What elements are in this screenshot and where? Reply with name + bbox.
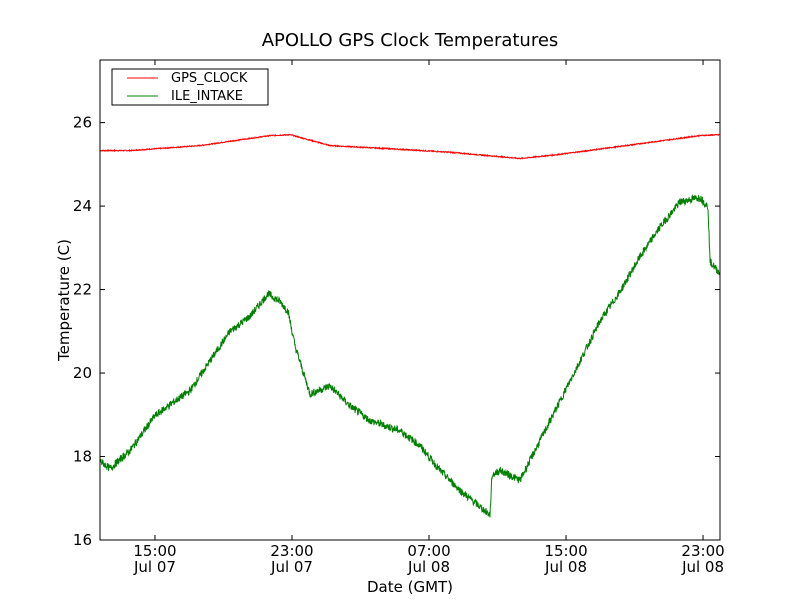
legend: GPS_CLOCK ILE_INTAKE [111,68,269,106]
x-tick-date-label: Jul 07 [133,558,176,576]
legend-label-ile-intake: ILE_INTAKE [171,89,243,104]
x-tick-date-label: Jul 08 [681,558,724,576]
x-tick-date-label: Jul 07 [270,558,313,576]
series-line-ile-intake [99,194,721,518]
series-line-gps-clock [99,133,721,160]
series-layer [99,133,721,518]
y-tick-label: 18 [73,448,92,466]
legend-frame [111,68,269,106]
y-tick-label: 26 [73,114,92,132]
x-axis-label: Date (GMT) [367,578,453,596]
x-tick-date-label: Jul 08 [544,558,587,576]
y-axis-label: Temperature (C) [55,239,73,362]
x-tick-date-label: Jul 08 [407,558,450,576]
y-tick-label: 16 [73,531,92,549]
y-tick-label: 22 [73,281,92,299]
y-tick-label: 24 [73,197,92,215]
x-tick-time-label: 07:00 [407,542,450,560]
x-tick-time-label: 23:00 [270,542,313,560]
x-tick-time-label: 23:00 [681,542,724,560]
x-tick-time-label: 15:00 [133,542,176,560]
x-tick-time-label: 15:00 [544,542,587,560]
y-tick-label: 20 [73,364,92,382]
chart-title: APOLLO GPS Clock Temperatures [262,30,559,51]
plot-frame [99,59,721,541]
legend-label-gps-clock: GPS_CLOCK [171,71,248,86]
